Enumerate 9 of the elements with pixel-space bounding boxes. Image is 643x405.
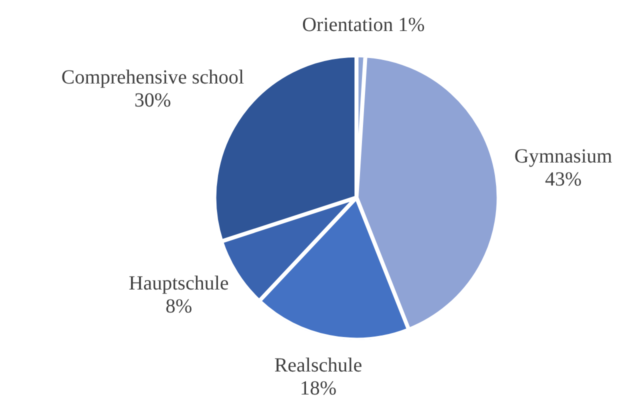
slice-label: Realschule — [274, 354, 362, 376]
slice-label: Hauptschule — [128, 272, 229, 295]
data-label: 30% — [134, 89, 172, 112]
data-label: 43% — [544, 168, 582, 191]
slice-label: Comprehensive school — [61, 66, 245, 88]
slice-label: Gymnasium — [514, 146, 613, 168]
slice-label: Orientation 1% — [302, 14, 425, 36]
data-label: 18% — [300, 378, 337, 400]
data-label: 8% — [165, 296, 192, 318]
